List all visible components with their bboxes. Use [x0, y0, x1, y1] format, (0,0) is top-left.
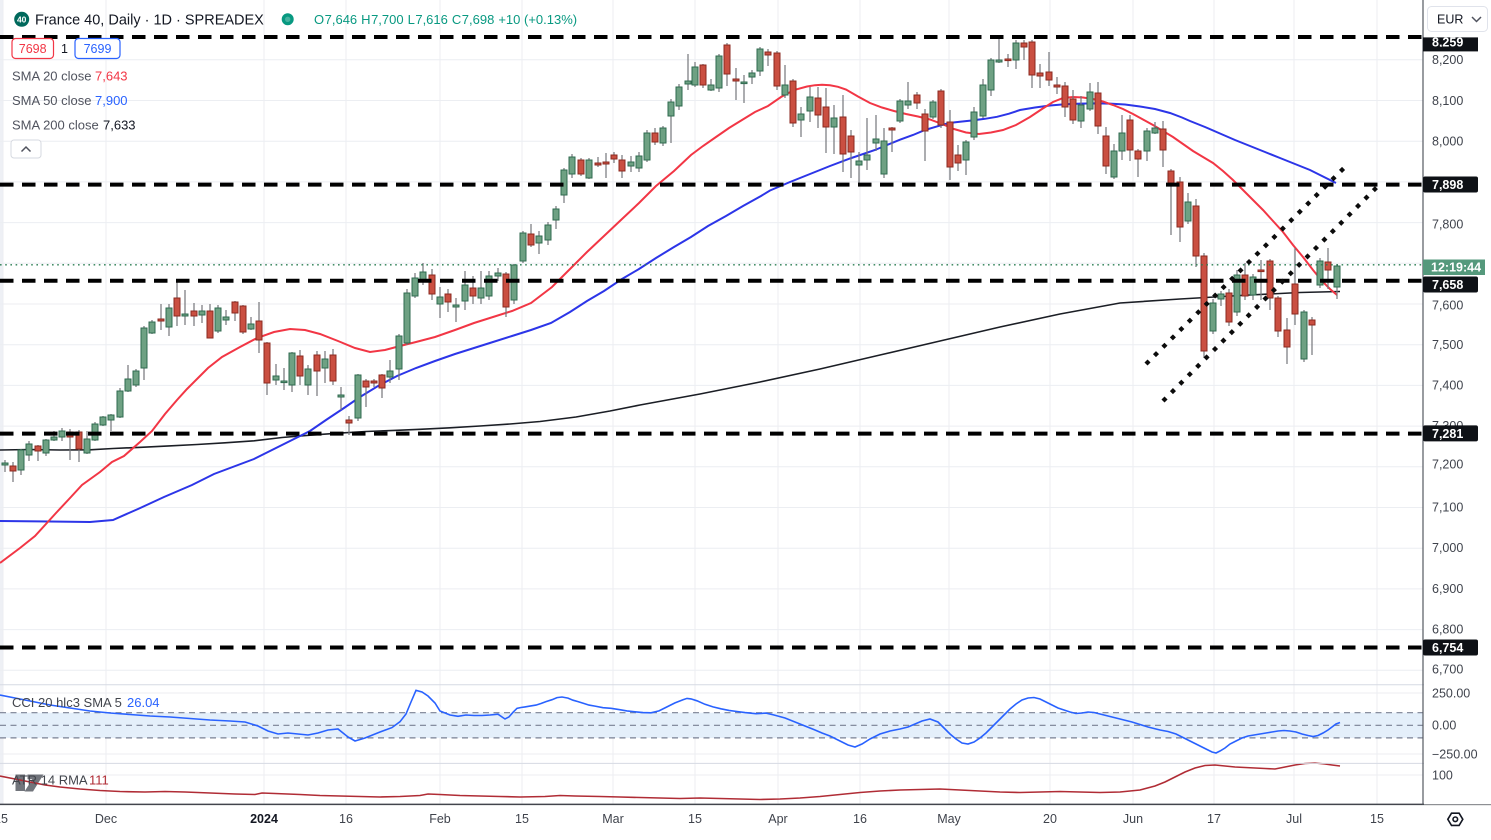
svg-text:7,281: 7,281	[1432, 427, 1463, 441]
svg-text:CCI 20 hlc3 SMA 5: CCI 20 hlc3 SMA 5	[12, 695, 122, 710]
svg-text:Apr: Apr	[768, 812, 787, 826]
svg-text:250.00: 250.00	[1432, 686, 1470, 700]
svg-text:6,900: 6,900	[1432, 582, 1463, 596]
svg-text:SMA 50 close: SMA 50 close	[12, 93, 92, 108]
svg-text:12:19:44: 12:19:44	[1431, 261, 1481, 275]
svg-text:16: 16	[339, 812, 353, 826]
svg-text:Mar: Mar	[602, 812, 624, 826]
svg-text:SMA 200 close: SMA 200 close	[12, 118, 99, 133]
svg-text:Dec: Dec	[95, 812, 117, 826]
svg-text:7,000: 7,000	[1432, 541, 1463, 555]
svg-text:6,700: 6,700	[1432, 662, 1463, 676]
svg-text:Jul: Jul	[1286, 812, 1302, 826]
svg-text:100: 100	[1432, 768, 1453, 782]
svg-text:2024: 2024	[250, 812, 278, 826]
svg-text:15: 15	[0, 812, 8, 826]
svg-text:7699: 7699	[84, 42, 112, 56]
svg-text:7,658: 7,658	[1432, 278, 1463, 292]
svg-text:8,259: 8,259	[1432, 36, 1463, 50]
svg-text:15: 15	[515, 812, 529, 826]
svg-text:7698: 7698	[19, 42, 47, 56]
svg-text:16: 16	[853, 812, 867, 826]
svg-text:ATR 14 RMA: ATR 14 RMA	[12, 773, 88, 788]
svg-text:20: 20	[1043, 812, 1057, 826]
svg-text:7,500: 7,500	[1432, 338, 1463, 352]
svg-text:8,200: 8,200	[1432, 53, 1463, 67]
svg-text:15: 15	[688, 812, 702, 826]
svg-text:France 40, Daily · 1D · SPREAD: France 40, Daily · 1D · SPREADEX	[35, 13, 264, 29]
svg-text:−250.00: −250.00	[1432, 747, 1478, 761]
svg-text:7,600: 7,600	[1432, 298, 1463, 312]
svg-text:15: 15	[1370, 812, 1384, 826]
svg-text:26.04: 26.04	[127, 695, 160, 710]
svg-text:6,754: 6,754	[1432, 641, 1463, 655]
svg-text:Feb: Feb	[429, 812, 451, 826]
svg-text:SMA 20 close: SMA 20 close	[12, 69, 92, 84]
svg-text:8,100: 8,100	[1432, 94, 1463, 108]
svg-text:7,900: 7,900	[95, 93, 128, 108]
svg-text:7,100: 7,100	[1432, 501, 1463, 515]
svg-text:7,800: 7,800	[1432, 218, 1463, 232]
svg-text:7,643: 7,643	[95, 69, 128, 84]
svg-text:EUR: EUR	[1437, 13, 1463, 27]
svg-text:May: May	[937, 812, 961, 826]
svg-text:40: 40	[17, 15, 27, 25]
svg-text:7,400: 7,400	[1432, 379, 1463, 393]
svg-text:Jun: Jun	[1123, 812, 1143, 826]
svg-text:17: 17	[1207, 812, 1221, 826]
svg-text:7,200: 7,200	[1432, 457, 1463, 471]
svg-text:0.00: 0.00	[1432, 718, 1456, 732]
svg-text:7,898: 7,898	[1432, 178, 1463, 192]
svg-text:6,800: 6,800	[1432, 623, 1463, 637]
svg-text:111: 111	[89, 773, 109, 788]
svg-text:8,000: 8,000	[1432, 135, 1463, 149]
svg-text:1: 1	[61, 42, 68, 56]
svg-text:7,633: 7,633	[103, 118, 136, 133]
